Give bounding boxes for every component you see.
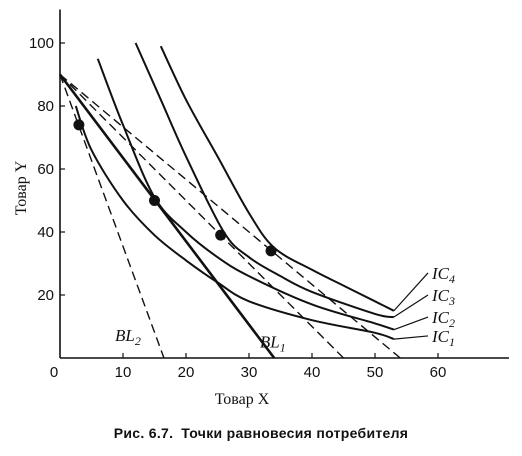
y-axis-label: Товар Y xyxy=(13,160,30,215)
equilibrium-points xyxy=(73,119,277,257)
equilibrium-point xyxy=(265,245,277,257)
bl1-line xyxy=(58,73,276,359)
ic2-label: IC2 xyxy=(431,308,455,330)
x-tick-label: 30 xyxy=(241,364,258,381)
figure-caption: Рис. 6.7. Точки равновесия потребителя xyxy=(0,425,522,441)
x-tick-label: 10 xyxy=(115,364,132,381)
y-tick-label: 20 xyxy=(37,287,54,304)
ic3-curve xyxy=(134,42,395,319)
y-tick-label: 80 xyxy=(37,98,54,115)
ic4-leader-line xyxy=(393,272,429,312)
ic1-leader-line xyxy=(393,335,429,340)
equilibrium-point xyxy=(149,195,160,206)
figure-number: Рис. 6.7. xyxy=(113,425,174,441)
x-tick-label: 40 xyxy=(304,364,321,381)
ic3-leader-line xyxy=(393,294,429,318)
equilibrium-point xyxy=(73,119,85,131)
y-tick-label: 40 xyxy=(37,224,54,241)
ic1-curve xyxy=(74,105,395,341)
ic2-curve xyxy=(96,58,395,331)
x-tick-label: 50 xyxy=(367,364,384,381)
ic4-label: IC4 xyxy=(431,264,455,286)
figure-caption-text: Точки равновесия потребителя xyxy=(181,425,409,441)
y-tick-label: 60 xyxy=(37,161,54,178)
x-tick-label: 0 xyxy=(50,364,58,381)
bl1-label: BL1 xyxy=(260,332,286,354)
ic1-label: IC1 xyxy=(431,327,455,349)
indifference-curves xyxy=(74,42,429,341)
ic3-label: IC3 xyxy=(431,286,455,308)
axes: 20 40 60 80 100 0 10 20 30 40 50 60 xyxy=(29,9,509,381)
x-axis-label: Товар X xyxy=(215,391,270,408)
equilibrium-point xyxy=(215,229,227,241)
bl4-line xyxy=(59,73,401,359)
bl3-line xyxy=(59,74,344,359)
bl2-label: BL2 xyxy=(115,326,141,348)
bl2-line xyxy=(59,74,165,359)
ic2-leader-line xyxy=(393,316,429,331)
x-tick-label: 20 xyxy=(178,364,195,381)
x-tick-label: 60 xyxy=(430,364,447,381)
y-tick-label: 100 xyxy=(29,35,54,52)
